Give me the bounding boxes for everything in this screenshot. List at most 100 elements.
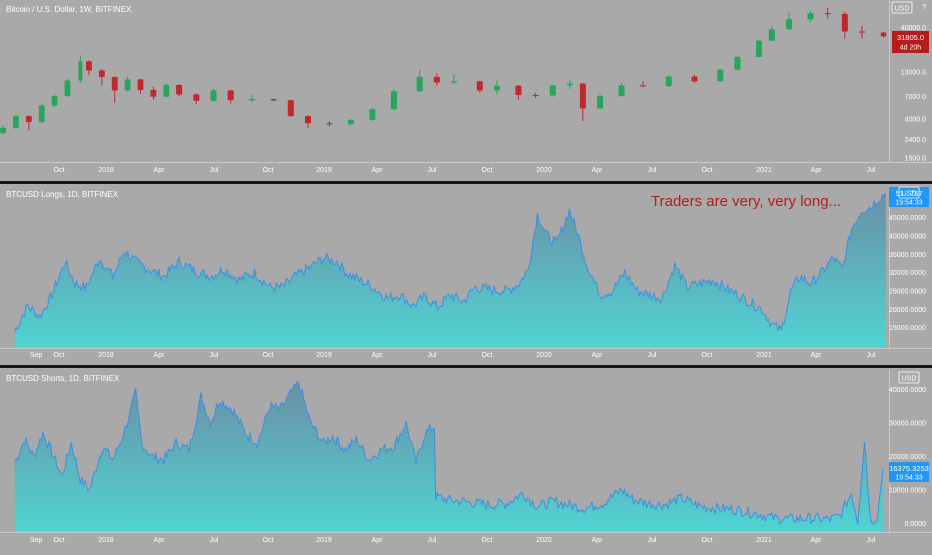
- candle: [0, 125, 6, 135]
- x-tick-label: Oct: [54, 537, 65, 544]
- candle: [227, 89, 234, 104]
- currency-button[interactable]: USD: [891, 1, 913, 14]
- candle: [532, 92, 539, 98]
- longs-x-axis: Sep Oct 2018 Apr Jul Oct 2019 Apr Jul Oct 2020 Apr J…: [30, 352, 876, 359]
- annotation-text[interactable]: Traders are very, very long...: [651, 193, 841, 210]
- y-tick-label: 20000.0000: [889, 454, 926, 461]
- y-tick-label: 35000.0000: [889, 252, 926, 259]
- x-tick-label: Sep: [30, 537, 43, 544]
- candle: [579, 82, 586, 121]
- x-tick-label: 2021: [756, 537, 772, 544]
- x-tick-label: Apr: [811, 167, 823, 174]
- x-tick-label: Oct: [263, 537, 274, 544]
- shorts-x-axis: Sep Oct 2018 Apr Jul Oct 2019 Apr Jul Oct 2020 Apr J…: [30, 537, 876, 544]
- candle: [249, 94, 256, 103]
- x-tick-label: Apr: [592, 352, 604, 359]
- y-tick-label: 30000.0000: [889, 270, 926, 277]
- candle: [549, 84, 556, 97]
- candle: [433, 73, 440, 86]
- candle: [515, 84, 522, 100]
- x-tick-label: Oct: [263, 352, 274, 359]
- candle: [807, 10, 814, 23]
- x-tick-label: Jul: [867, 167, 876, 174]
- candle: [124, 76, 131, 92]
- candle: [639, 81, 646, 88]
- longs-area: [14, 192, 887, 348]
- x-tick-label: 2020: [536, 352, 552, 359]
- price-panel[interactable]: Bitcoin / U.S. Dollar, 1W, BITFINEX ? 400…: [0, 0, 932, 174]
- area-line: [14, 192, 887, 332]
- candle: [150, 86, 157, 100]
- x-tick-label: 2020: [536, 167, 552, 174]
- pane-divider[interactable]: [0, 365, 932, 368]
- area-fill: [14, 192, 886, 348]
- x-tick-label: 2018: [98, 537, 114, 544]
- candle: [734, 55, 741, 71]
- price-x-axis: Oct 2018 Apr Jul Oct 2019 Apr Jul Oct 2020 Apr Jul O…: [54, 167, 876, 174]
- x-tick-label: Apr: [811, 537, 823, 544]
- y-tick-label: 13000.0: [901, 70, 926, 77]
- candle: [369, 107, 376, 121]
- shorts-area: [14, 380, 884, 532]
- y-tick-label: 10000.0000: [889, 487, 926, 494]
- x-tick-label: Oct: [702, 167, 713, 174]
- candle: [176, 84, 183, 97]
- candle: [64, 78, 71, 98]
- longs-panel-title: BTCUSD Longs, 1D, BITFINEX: [6, 190, 119, 199]
- candle: [51, 94, 58, 108]
- candle: [13, 114, 19, 130]
- candle: [768, 25, 775, 42]
- y-tick-label: 45000.0000: [889, 215, 926, 222]
- candle: [193, 93, 200, 105]
- y-tick-label: 40000.0000: [889, 234, 926, 241]
- candle: [287, 99, 294, 118]
- x-tick-label: Apr: [592, 537, 604, 544]
- y-tick-label: 7000.0: [905, 94, 927, 101]
- x-tick-label: Oct: [263, 167, 274, 174]
- x-tick-label: Jul: [648, 167, 657, 174]
- longs-panel[interactable]: BTCUSD Longs, 1D, BITFINEX Traders are v…: [0, 186, 932, 359]
- candle: [78, 55, 83, 83]
- x-tick-label: Jul: [428, 352, 437, 359]
- longs-currency-button[interactable]: USD: [898, 186, 920, 199]
- y-tick-label: 40000.0000: [889, 387, 926, 394]
- candle: [25, 115, 32, 131]
- shorts-countdown: 19:54:33: [895, 475, 922, 482]
- x-tick-label: Jul: [210, 167, 219, 174]
- candle: [785, 12, 792, 30]
- x-tick-label: Oct: [702, 352, 713, 359]
- longs-last-value: 51...757: [895, 189, 922, 198]
- x-tick-label: 2018: [98, 352, 114, 359]
- x-tick-label: Jul: [867, 537, 876, 544]
- candle: [880, 32, 887, 38]
- x-tick-label: Apr: [154, 352, 166, 359]
- x-tick-label: Apr: [372, 352, 384, 359]
- x-tick-label: Oct: [54, 167, 65, 174]
- longs-countdown: 19:54:33: [895, 200, 922, 207]
- shorts-currency-button[interactable]: USD: [898, 371, 920, 384]
- last-price-badge: 31805.0 4d 20h: [892, 31, 929, 53]
- x-tick-label: 2021: [756, 352, 772, 359]
- x-tick-label: 2021: [756, 167, 772, 174]
- shorts-currency-label: USD: [902, 376, 917, 383]
- x-tick-label: Jul: [210, 537, 219, 544]
- shorts-panel[interactable]: BTCUSD Shorts, 1D, BITFINEX 40000.0000 30…: [0, 370, 932, 544]
- candle: [618, 82, 625, 97]
- pane-divider[interactable]: [0, 181, 932, 184]
- x-tick-label: Jul: [428, 167, 437, 174]
- x-tick-label: Apr: [811, 352, 823, 359]
- y-tick-label: 20000.0000: [889, 307, 926, 314]
- candle: [824, 7, 831, 19]
- x-tick-label: 2020: [536, 537, 552, 544]
- candle: [717, 69, 724, 82]
- x-tick-label: Oct: [702, 537, 713, 544]
- shorts-realtime-badge: 16375.3253 19:54:33: [889, 462, 929, 482]
- x-tick-label: Oct: [482, 167, 493, 174]
- candle: [691, 74, 698, 83]
- y-tick-label: 30000.0000: [889, 420, 926, 427]
- candle: [665, 75, 672, 87]
- price-panel-title: Bitcoin / U.S. Dollar, 1W, BITFINEX: [6, 5, 132, 14]
- candle: [859, 26, 866, 39]
